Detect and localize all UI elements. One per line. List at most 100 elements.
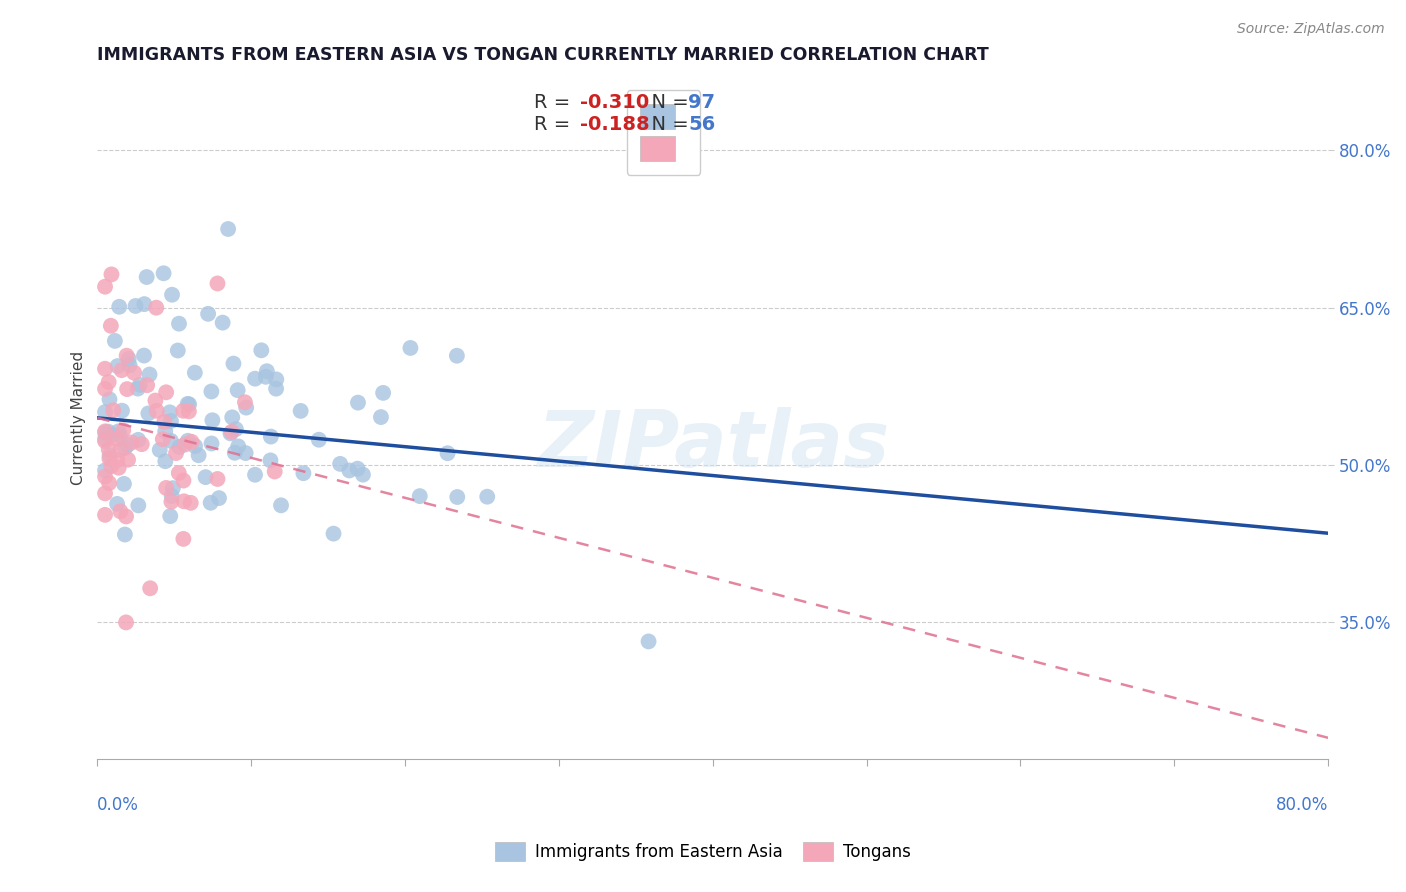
Point <box>98 451 121 466</box>
Point <box>260 429 283 443</box>
Point <box>121 435 143 450</box>
Point <box>259 453 281 467</box>
Point <box>159 405 181 419</box>
Point <box>108 300 131 314</box>
Point <box>187 448 209 462</box>
Point <box>221 425 243 439</box>
Point <box>152 432 174 446</box>
Point <box>145 393 167 408</box>
Point <box>292 466 315 480</box>
Y-axis label: Currently Married: Currently Married <box>72 351 86 485</box>
Point <box>94 434 117 448</box>
Point <box>155 454 177 468</box>
Point <box>94 469 117 483</box>
Point <box>115 349 138 363</box>
Point <box>127 433 149 447</box>
Point <box>105 453 128 467</box>
Point <box>152 266 174 280</box>
Point <box>217 222 239 236</box>
Text: R =: R = <box>534 94 576 112</box>
Point <box>94 486 117 500</box>
Point <box>200 436 222 450</box>
Point <box>115 509 138 524</box>
Point <box>200 496 222 510</box>
Point <box>107 460 129 475</box>
Point <box>160 434 183 448</box>
Point <box>155 481 177 495</box>
Point <box>254 369 277 384</box>
Point <box>235 401 257 415</box>
Point <box>224 446 246 460</box>
Text: N =: N = <box>638 94 695 112</box>
Point <box>122 366 145 380</box>
Point <box>160 414 183 428</box>
Point <box>165 446 187 460</box>
Point <box>135 270 157 285</box>
Point <box>177 434 200 448</box>
Point <box>97 442 120 457</box>
Text: 0.0%: 0.0% <box>97 797 139 814</box>
Point <box>446 490 468 504</box>
Point <box>347 395 370 409</box>
Point <box>118 359 141 373</box>
Point <box>197 307 219 321</box>
Text: IMMIGRANTS FROM EASTERN ASIA VS TONGAN CURRENTLY MARRIED CORRELATION CHART: IMMIGRANTS FROM EASTERN ASIA VS TONGAN C… <box>97 46 988 64</box>
Point <box>132 349 155 363</box>
Point <box>373 385 395 400</box>
Point <box>208 491 231 505</box>
Point <box>117 452 139 467</box>
Point <box>98 449 121 463</box>
Point <box>194 470 217 484</box>
Point <box>155 425 177 439</box>
Legend: Immigrants from Eastern Asia, Tongans: Immigrants from Eastern Asia, Tongans <box>488 835 918 868</box>
Point <box>167 317 190 331</box>
Point <box>219 426 242 441</box>
Point <box>270 499 292 513</box>
Point <box>128 377 150 392</box>
Point <box>94 463 117 477</box>
Point <box>138 406 160 420</box>
Legend: , : , <box>627 90 700 175</box>
Point <box>174 437 197 451</box>
Text: 56: 56 <box>688 115 716 134</box>
Point <box>166 343 188 358</box>
Point <box>235 446 257 460</box>
Point <box>250 343 273 358</box>
Point <box>94 425 117 440</box>
Point <box>101 428 124 442</box>
Point <box>201 413 224 427</box>
Point <box>179 397 201 411</box>
Point <box>94 361 117 376</box>
Point <box>153 415 176 429</box>
Point <box>346 461 368 475</box>
Point <box>111 403 134 417</box>
Point <box>637 634 659 648</box>
Point <box>184 439 207 453</box>
Point <box>226 383 249 397</box>
Point <box>136 378 159 392</box>
Point <box>97 425 120 439</box>
Point <box>339 463 361 477</box>
Point <box>107 425 129 439</box>
Point <box>159 509 181 524</box>
Point <box>177 404 200 418</box>
Point <box>169 440 191 454</box>
Point <box>263 465 285 479</box>
Point <box>173 494 195 508</box>
Point <box>112 476 135 491</box>
Point <box>118 351 141 366</box>
Point <box>115 382 138 396</box>
Point <box>155 385 177 400</box>
Point <box>221 410 243 425</box>
Point <box>98 392 121 407</box>
Point <box>138 368 160 382</box>
Text: -0.188: -0.188 <box>579 115 650 134</box>
Point <box>139 581 162 595</box>
Point <box>105 432 128 446</box>
Point <box>104 334 127 348</box>
Point <box>322 526 344 541</box>
Point <box>264 382 287 396</box>
Point <box>145 404 167 418</box>
Point <box>370 410 392 425</box>
Point <box>222 357 245 371</box>
